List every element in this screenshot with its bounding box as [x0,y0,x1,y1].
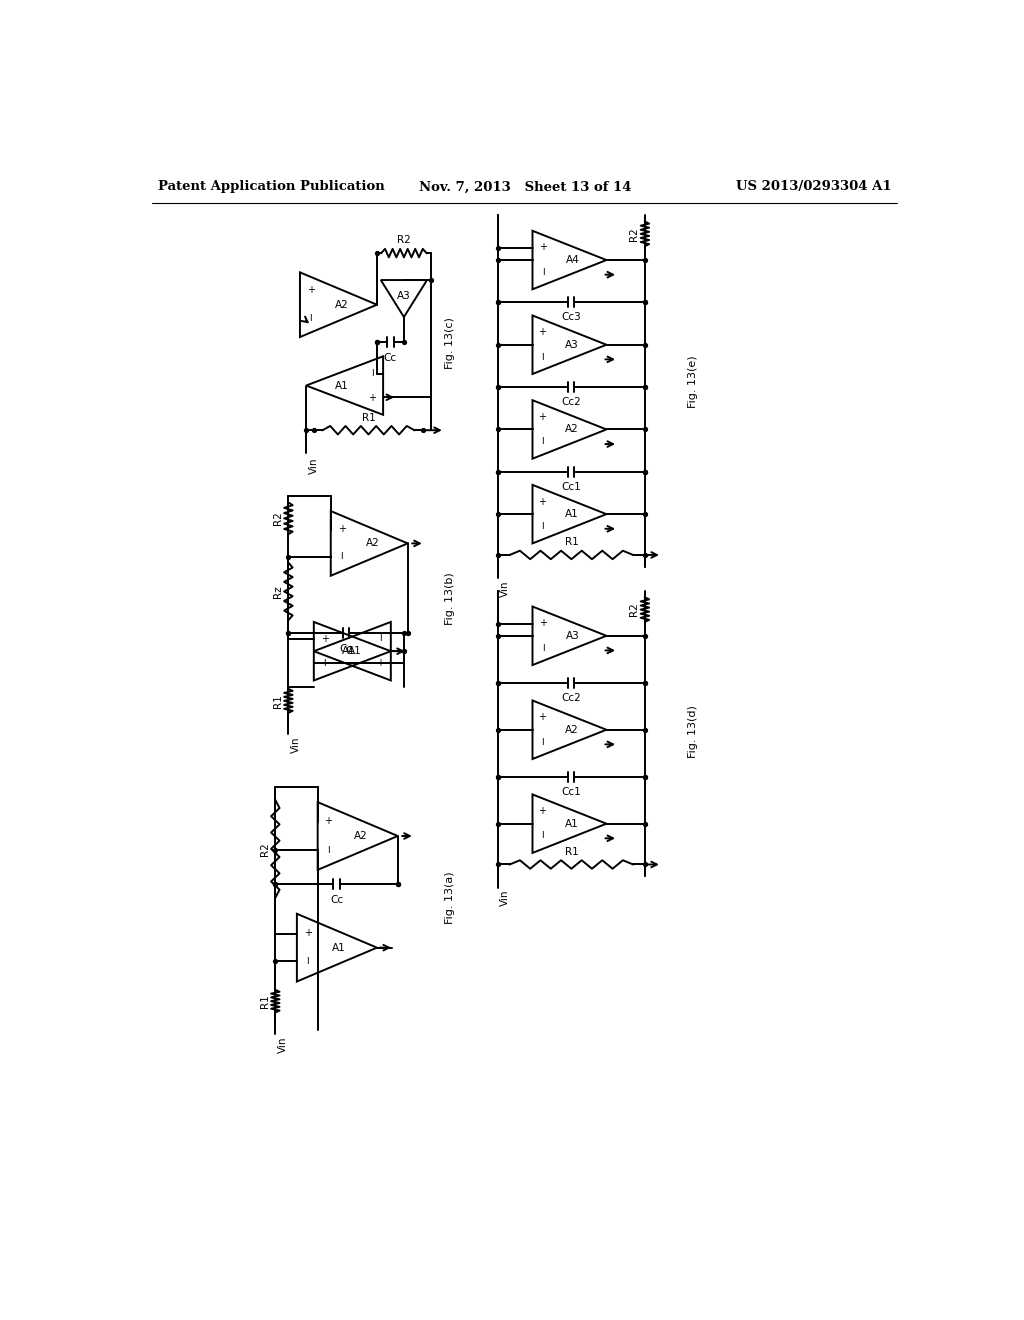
Text: R1: R1 [564,847,579,857]
Text: I: I [542,437,544,446]
Text: Fig. 13(e): Fig. 13(e) [688,355,697,408]
Text: A2: A2 [366,539,379,548]
Text: R1: R1 [564,537,579,548]
Text: Vin: Vin [500,581,510,597]
Text: Cc1: Cc1 [561,787,582,797]
Text: A4: A4 [565,255,580,265]
Text: R1: R1 [361,413,376,422]
Text: A3: A3 [565,631,580,640]
Text: A2: A2 [354,832,368,841]
Text: Cc2: Cc2 [561,693,582,702]
Text: +: + [539,807,547,816]
Text: I: I [542,832,544,841]
Text: A1: A1 [565,510,579,519]
Text: +: + [540,618,547,627]
Text: Fig. 13(b): Fig. 13(b) [445,573,455,626]
Text: A2: A2 [335,300,348,310]
Text: Cc1: Cc1 [561,482,582,492]
Text: A1: A1 [335,380,348,391]
Text: US 2013/0293304 A1: US 2013/0293304 A1 [736,181,892,194]
Text: Vin: Vin [500,890,510,907]
Text: R1: R1 [272,694,283,708]
Text: Cc3: Cc3 [561,313,582,322]
Text: +: + [304,928,311,939]
Text: +: + [539,412,547,422]
Text: Nov. 7, 2013   Sheet 13 of 14: Nov. 7, 2013 Sheet 13 of 14 [419,181,631,194]
Text: Cc: Cc [340,644,352,655]
Text: I: I [309,314,312,323]
Text: +: + [376,659,384,668]
Text: A2: A2 [565,425,579,434]
Text: I: I [327,846,330,855]
Text: I: I [542,738,544,747]
Text: I: I [371,368,374,378]
Text: Vin: Vin [278,1036,288,1053]
Text: +: + [325,816,333,826]
Text: Fig. 13(d): Fig. 13(d) [688,706,697,759]
Text: A1: A1 [348,647,361,656]
Text: +: + [539,496,547,507]
Text: Fig. 13(c): Fig. 13(c) [445,317,455,370]
Text: +: + [321,634,329,644]
Text: A2: A2 [565,725,579,735]
Text: I: I [542,644,545,652]
Text: A1: A1 [565,818,579,829]
Text: +: + [307,285,314,296]
Text: Cc: Cc [384,354,397,363]
Text: I: I [324,659,326,668]
Text: A3: A3 [397,292,411,301]
Text: Cc2: Cc2 [561,397,582,407]
Text: +: + [539,327,547,338]
Text: Rz: Rz [272,585,283,598]
Text: Patent Application Publication: Patent Application Publication [158,181,384,194]
Text: R2: R2 [272,511,283,525]
Text: I: I [340,553,343,561]
Text: A1: A1 [342,647,356,656]
Text: Vin: Vin [308,457,318,474]
Text: Cc: Cc [330,895,343,906]
Text: R2: R2 [259,842,269,855]
Text: I: I [379,635,381,643]
Text: A1: A1 [333,942,346,953]
Text: R2: R2 [629,603,639,616]
Text: R1: R1 [259,994,269,1008]
Text: Vin: Vin [291,737,301,754]
Text: I: I [542,352,544,362]
Text: Fig. 13(a): Fig. 13(a) [445,871,455,924]
Text: R2: R2 [629,227,639,240]
Text: +: + [539,713,547,722]
Text: I: I [306,957,309,966]
Text: +: + [540,242,547,252]
Text: A3: A3 [565,339,579,350]
Text: +: + [369,393,377,403]
Text: I: I [542,521,544,531]
Text: R2: R2 [397,235,411,244]
Text: +: + [338,524,345,533]
Text: I: I [542,268,545,277]
